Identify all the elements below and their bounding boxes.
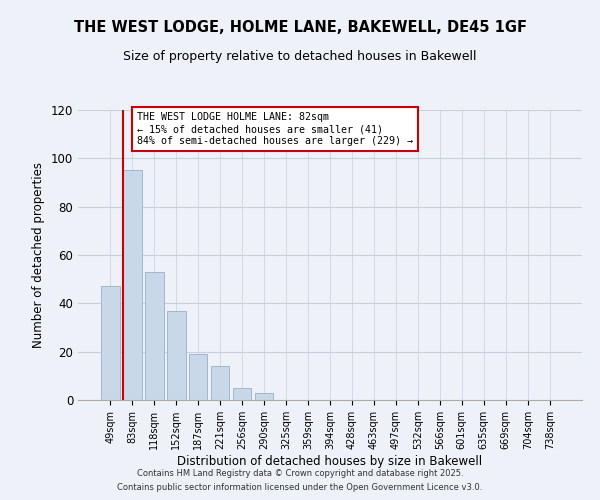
Text: Contains public sector information licensed under the Open Government Licence v3: Contains public sector information licen… [118, 484, 482, 492]
Bar [101, 286, 119, 400]
Text: THE WEST LODGE HOLME LANE: 82sqm
← 15% of detached houses are smaller (41)
84% o: THE WEST LODGE HOLME LANE: 82sqm ← 15% o… [137, 112, 413, 146]
Bar [167, 310, 185, 400]
Bar [189, 354, 208, 400]
Bar [233, 388, 251, 400]
Text: Size of property relative to detached houses in Bakewell: Size of property relative to detached ho… [123, 50, 477, 63]
X-axis label: Distribution of detached houses by size in Bakewell: Distribution of detached houses by size … [178, 454, 482, 468]
Text: THE WEST LODGE, HOLME LANE, BAKEWELL, DE45 1GF: THE WEST LODGE, HOLME LANE, BAKEWELL, DE… [74, 20, 527, 35]
Y-axis label: Number of detached properties: Number of detached properties [32, 162, 45, 348]
Text: Contains HM Land Registry data © Crown copyright and database right 2025.: Contains HM Land Registry data © Crown c… [137, 468, 463, 477]
Bar [255, 393, 274, 400]
Bar [123, 170, 142, 400]
Bar [211, 366, 229, 400]
Bar [145, 272, 164, 400]
